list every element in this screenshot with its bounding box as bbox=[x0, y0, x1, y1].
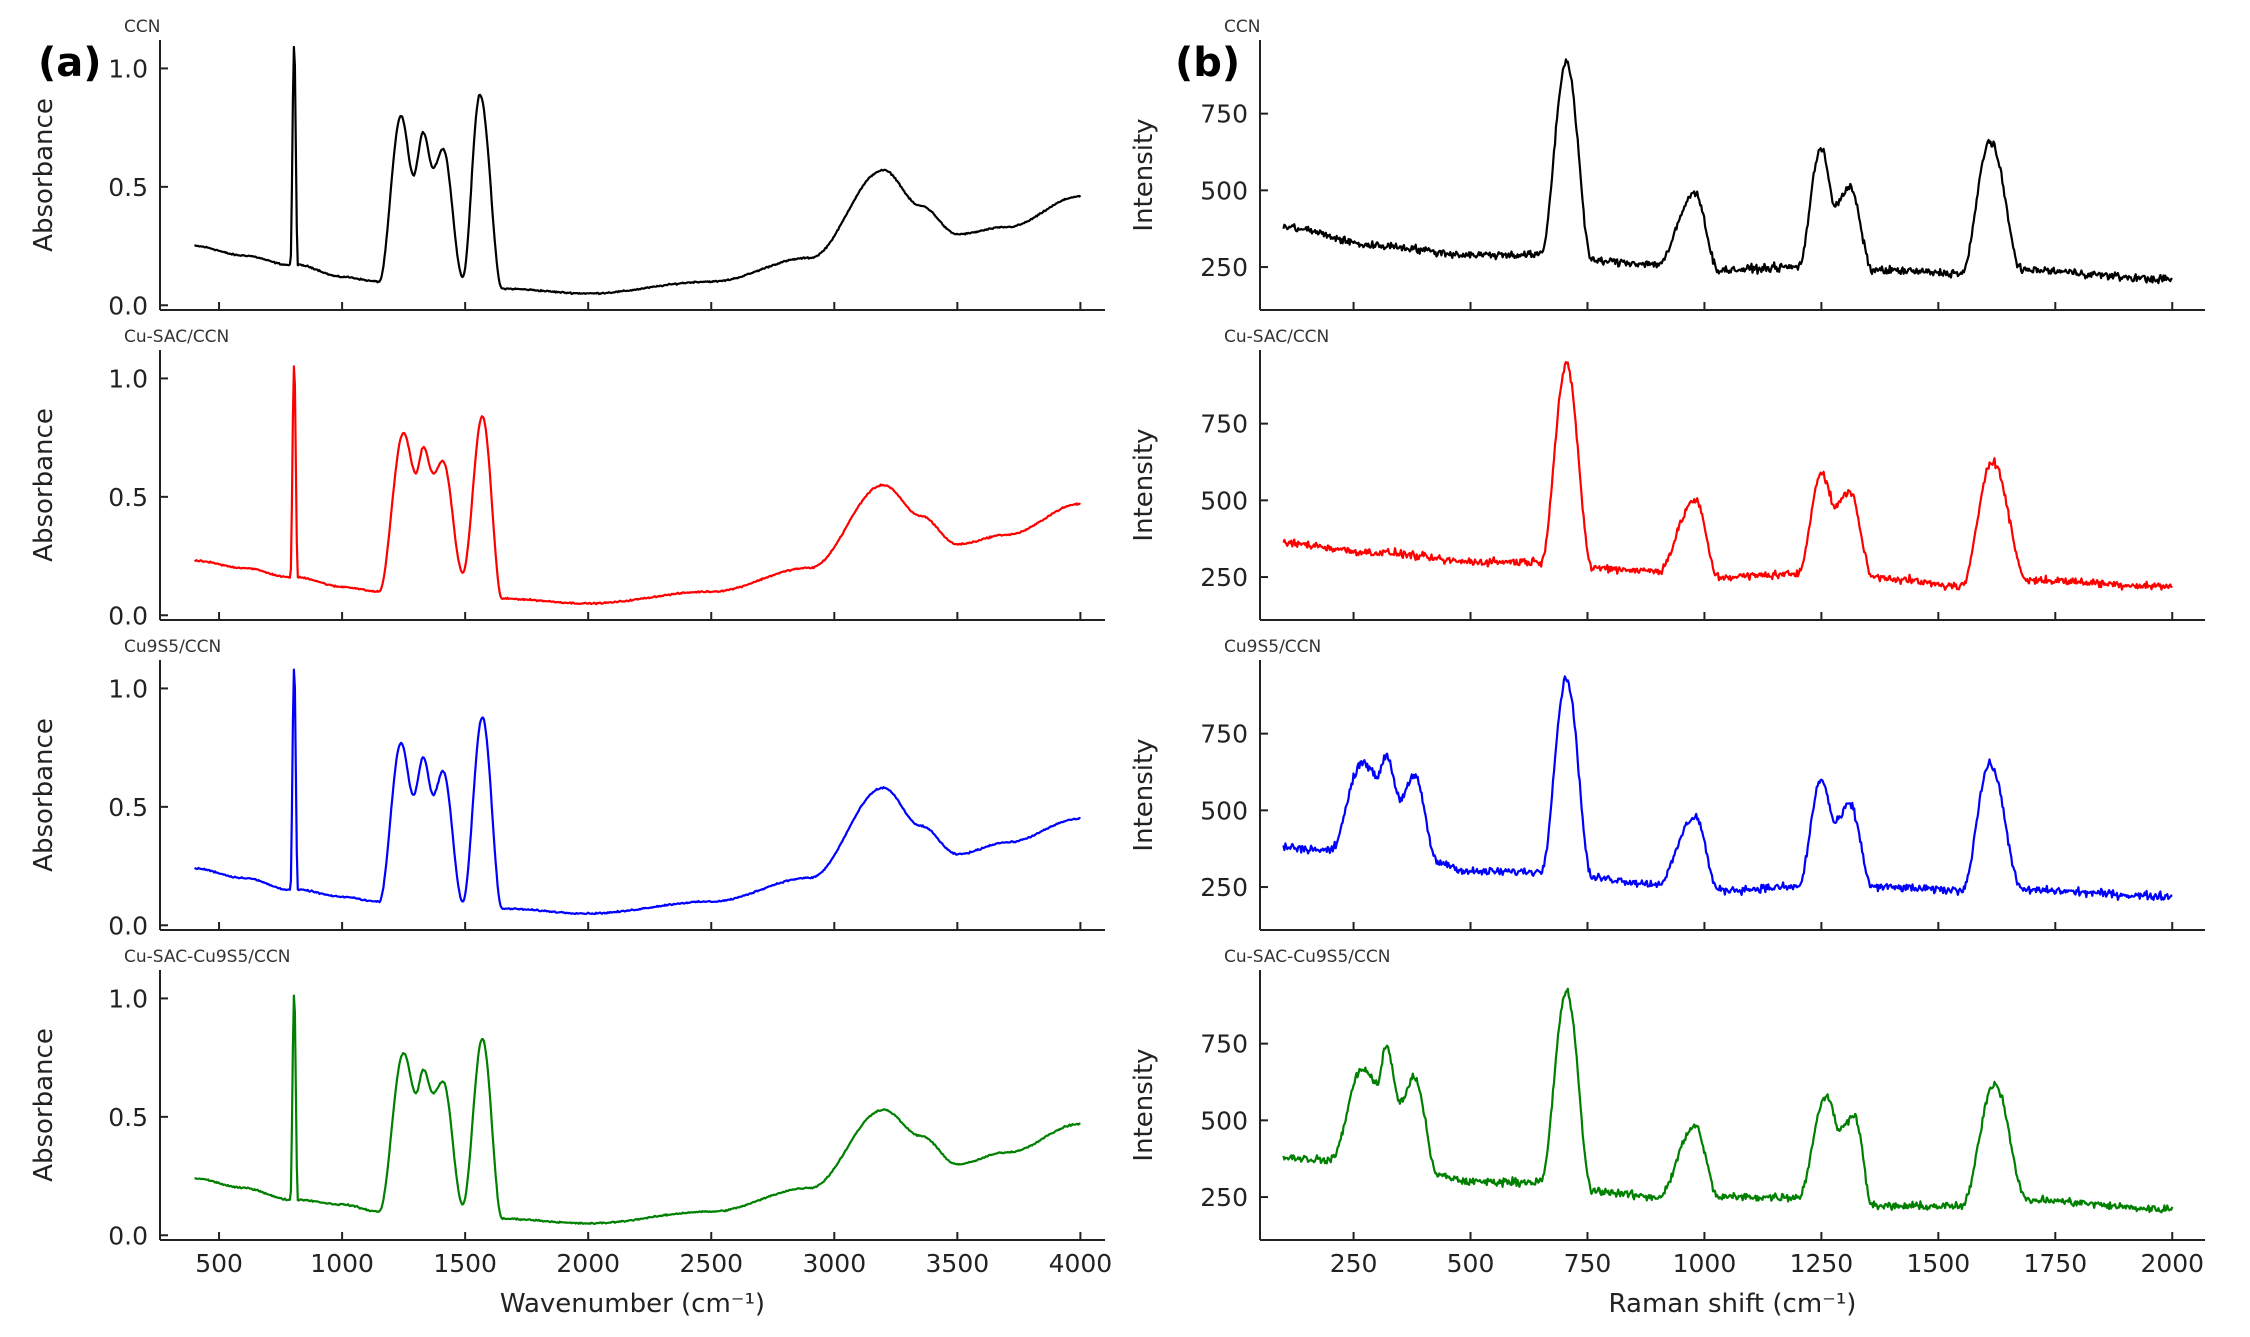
y-tick-label: 750 bbox=[1200, 720, 1248, 749]
y-tick-label: 0.0 bbox=[108, 911, 148, 940]
y-tick-label: 0.0 bbox=[108, 1221, 148, 1250]
x-tick-label: 1000 bbox=[1673, 1249, 1737, 1278]
y-tick-label: 0.5 bbox=[108, 793, 148, 822]
subplot-ccn: CCN 250 500 750 Intensity bbox=[1129, 17, 2205, 311]
x-tick-label: 1500 bbox=[433, 1249, 497, 1278]
subplot-cu9s5-ccn: Cu9S5/CCN 0.0 0.5 1.0 Absorbance bbox=[29, 637, 1105, 940]
y-tick-label: 1.0 bbox=[108, 674, 148, 703]
sample-label: Cu9S5/CCN bbox=[1224, 637, 1321, 657]
x-tick-label: 3000 bbox=[802, 1249, 866, 1278]
spectrum-line bbox=[1282, 58, 2173, 285]
x-tick-label: 500 bbox=[1447, 1249, 1495, 1278]
y-tick-label: 250 bbox=[1200, 563, 1248, 592]
y-axis-label: Absorbance bbox=[29, 408, 59, 562]
sample-label: Cu-SAC/CCN bbox=[1224, 327, 1329, 347]
subplot-cu-sac-cu9s5-ccn: Cu-SAC-Cu9S5/CCN 0.0 0.5 1.0 500 1000 1500 2000… bbox=[29, 947, 1112, 1278]
spectrum-line bbox=[193, 45, 1082, 296]
y-axis-label: Intensity bbox=[1129, 118, 1159, 231]
subplot-cu-sac-cu9s5-ccn: Cu-SAC-Cu9S5/CCN 250 500 750 250 500 750 1000 12… bbox=[1129, 947, 2205, 1278]
y-tick-label: 0.5 bbox=[108, 1103, 148, 1132]
y-tick-label: 500 bbox=[1200, 1106, 1248, 1135]
panel-letter-a: (a) bbox=[38, 40, 102, 86]
sample-label: CCN bbox=[1224, 17, 1260, 37]
spectrum-line bbox=[194, 668, 1081, 916]
x-tick-label: 250 bbox=[1330, 1249, 1378, 1278]
x-tick-label: 1750 bbox=[2023, 1249, 2087, 1278]
subplot-cu-sac-ccn: Cu-SAC/CCN 0.0 0.5 1.0 Absorbance bbox=[29, 327, 1105, 630]
y-tick-label: 750 bbox=[1200, 100, 1248, 129]
x-axis-label: Wavenumber (cm⁻¹) bbox=[500, 1289, 765, 1319]
x-tick-label: 1250 bbox=[1790, 1249, 1854, 1278]
x-tick-label: 3500 bbox=[926, 1249, 990, 1278]
y-axis-label: Absorbance bbox=[29, 98, 59, 252]
y-axis-label: Intensity bbox=[1129, 1048, 1159, 1161]
y-tick-label: 750 bbox=[1200, 410, 1248, 439]
y-tick-label: 500 bbox=[1200, 486, 1248, 515]
y-axis-label: Intensity bbox=[1129, 428, 1159, 541]
x-tick-label: 4000 bbox=[1049, 1249, 1113, 1278]
spectrum-line bbox=[1282, 361, 2173, 591]
y-tick-label: 750 bbox=[1200, 1030, 1248, 1059]
subplot-ccn: CCN 0.0 0.5 1.0 Absorbance bbox=[29, 17, 1105, 320]
x-tick-label: 750 bbox=[1564, 1249, 1612, 1278]
sample-label: Cu-SAC/CCN bbox=[124, 327, 229, 347]
y-tick-label: 250 bbox=[1200, 253, 1248, 282]
x-tick-label: 2000 bbox=[556, 1249, 620, 1278]
x-tick-label: 1500 bbox=[1907, 1249, 1971, 1278]
subplot-cu9s5-ccn: Cu9S5/CCN 250 500 750 Intensity bbox=[1129, 637, 2205, 931]
panel-a-ftir: (a) CCN 0.0 0.5 1.0 Absorbance Cu-SAC/CCN 0.0 0… bbox=[29, 17, 1112, 1319]
spectrum-line bbox=[194, 365, 1081, 606]
sample-label: CCN bbox=[124, 17, 160, 37]
y-tick-label: 0.5 bbox=[108, 483, 148, 512]
y-tick-label: 500 bbox=[1200, 176, 1248, 205]
sample-label: Cu9S5/CCN bbox=[124, 637, 221, 657]
panel-letter-b: (b) bbox=[1175, 40, 1240, 86]
y-tick-label: 0.0 bbox=[108, 291, 148, 320]
y-tick-label: 250 bbox=[1200, 873, 1248, 902]
spectrum-line bbox=[1282, 675, 2173, 901]
x-tick-label: 2500 bbox=[679, 1249, 743, 1278]
y-tick-label: 0.5 bbox=[108, 173, 148, 202]
x-axis-label: Raman shift (cm⁻¹) bbox=[1609, 1289, 1857, 1319]
y-tick-label: 1.0 bbox=[108, 54, 148, 83]
panel-b-raman: (b) CCN 250 500 750 Intensity Cu-SAC/CCN 250 50… bbox=[1129, 17, 2205, 1319]
y-axis-label: Absorbance bbox=[29, 1028, 59, 1182]
subplot-cu-sac-ccn: Cu-SAC/CCN 250 500 750 Intensity bbox=[1129, 327, 2205, 621]
y-axis-label: Absorbance bbox=[29, 718, 59, 872]
y-tick-label: 0.0 bbox=[108, 601, 148, 630]
spectrum-line bbox=[1282, 987, 2174, 1214]
x-tick-label: 500 bbox=[195, 1249, 243, 1278]
x-tick-label: 2000 bbox=[2140, 1249, 2204, 1278]
y-axis-label: Intensity bbox=[1129, 738, 1159, 851]
x-tick-label: 1000 bbox=[310, 1249, 374, 1278]
spectrum-line bbox=[194, 994, 1081, 1225]
sample-label: Cu-SAC-Cu9S5/CCN bbox=[124, 947, 290, 967]
sample-label: Cu-SAC-Cu9S5/CCN bbox=[1224, 947, 1390, 967]
y-tick-label: 1.0 bbox=[108, 984, 148, 1013]
y-tick-label: 500 bbox=[1200, 796, 1248, 825]
y-tick-label: 250 bbox=[1200, 1183, 1248, 1212]
y-tick-label: 1.0 bbox=[108, 364, 148, 393]
